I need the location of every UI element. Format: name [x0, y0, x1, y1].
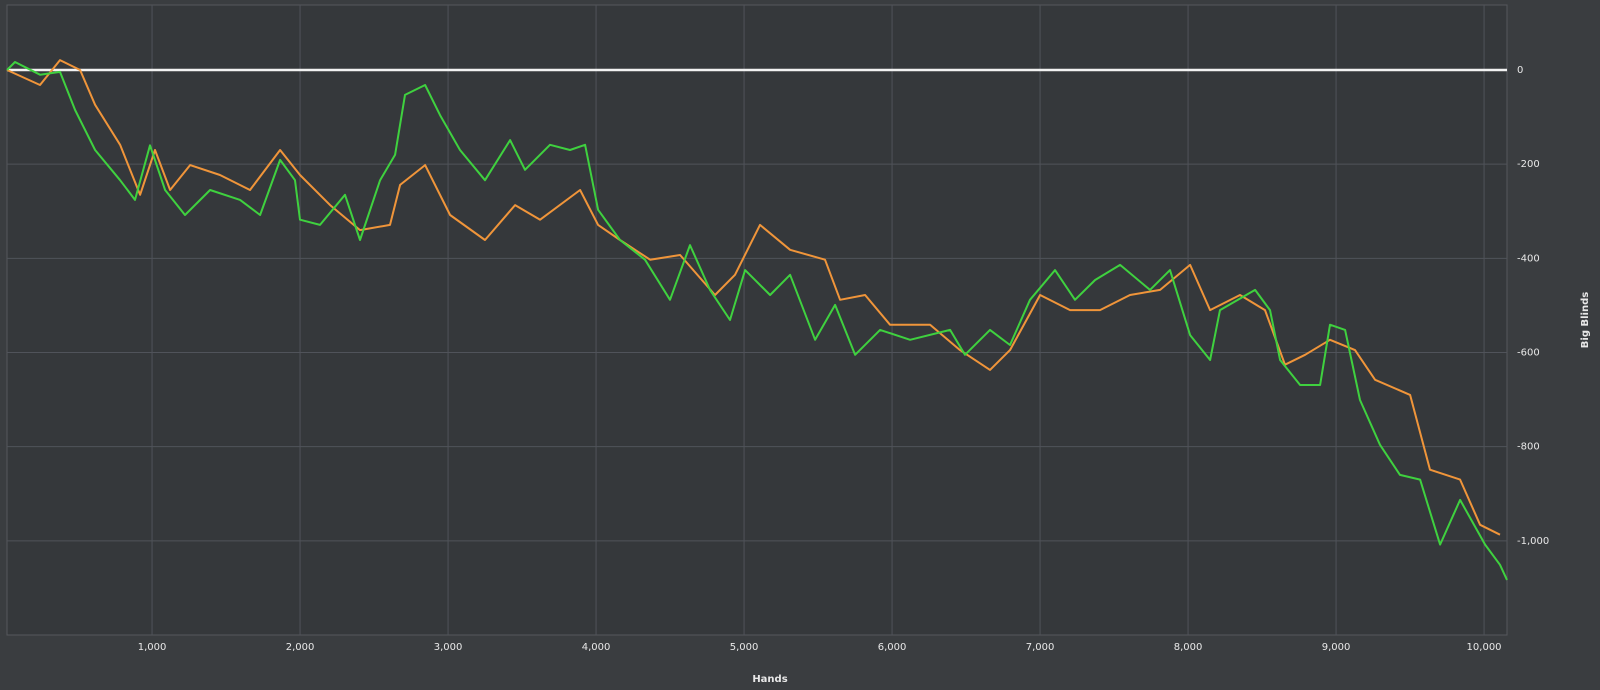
- x-tick-label: 10,000: [1467, 642, 1502, 653]
- x-tick-label: 1,000: [138, 642, 167, 653]
- x-axis-label: Hands: [752, 674, 787, 685]
- plot-area: [6, 4, 1508, 636]
- x-tick-label: 3,000: [434, 642, 463, 653]
- x-tick-label: 2,000: [286, 642, 315, 653]
- x-tick-label: 4,000: [582, 642, 611, 653]
- series-line: [6, 59, 1501, 536]
- x-tick-label: 6,000: [878, 642, 907, 653]
- x-tick-label: 5,000: [730, 642, 759, 653]
- x-tick-label: 9,000: [1322, 642, 1351, 653]
- y-tick-label: -200: [1517, 159, 1540, 170]
- y-tick-label: -600: [1517, 347, 1540, 358]
- y-tick-label: -1,000: [1517, 536, 1549, 547]
- x-tick-label: 7,000: [1026, 642, 1055, 653]
- x-tick-label: 8,000: [1174, 642, 1203, 653]
- y-axis-label: Big Blinds: [1580, 292, 1591, 348]
- y-tick-label: 0: [1517, 65, 1523, 76]
- series-line: [6, 61, 1508, 581]
- y-tick-label: -800: [1517, 442, 1540, 453]
- y-tick-label: -400: [1517, 253, 1540, 264]
